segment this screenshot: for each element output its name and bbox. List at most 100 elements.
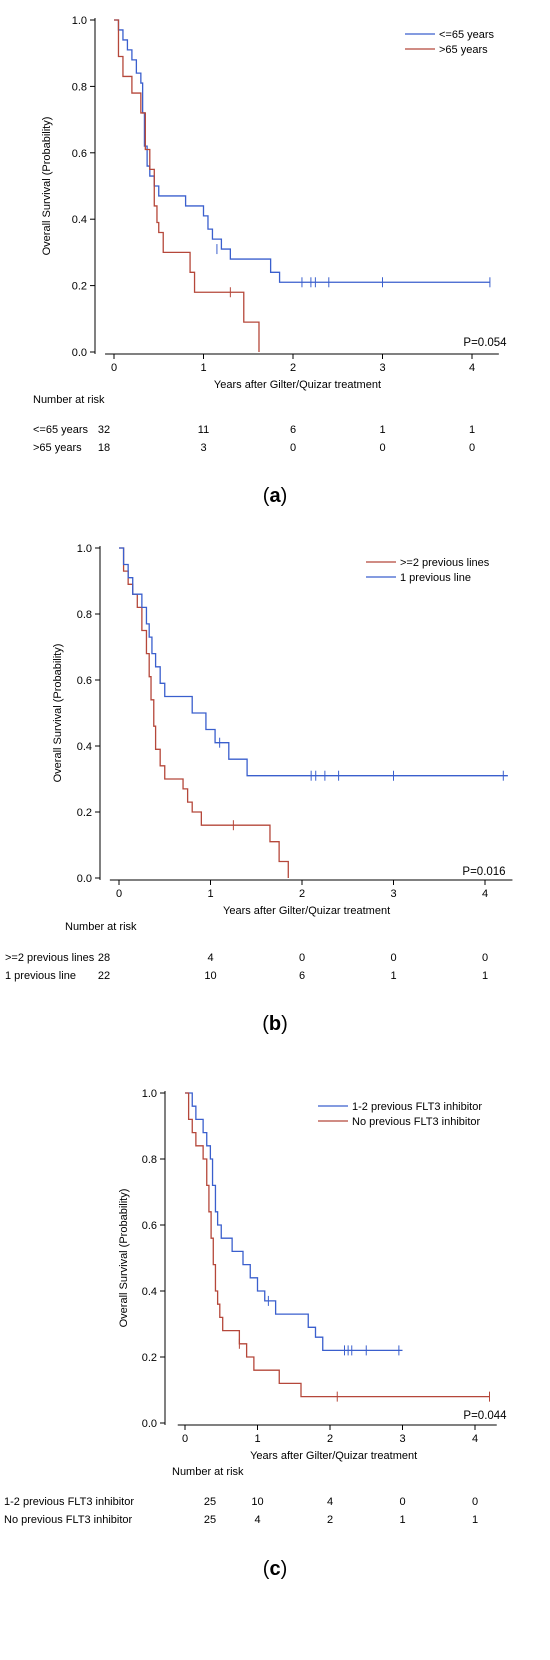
panel-label: (c) bbox=[263, 1558, 287, 1580]
series-1 bbox=[119, 547, 508, 781]
y-tick-label: 0.2 bbox=[72, 281, 87, 293]
risk-count: 2 bbox=[327, 1514, 333, 1526]
y-axis-label: Overall Survival (Probability) bbox=[41, 117, 53, 256]
legend-label: >=2 previous lines bbox=[400, 557, 490, 569]
panel-label: (b) bbox=[262, 1013, 288, 1035]
x-tick-label: 4 bbox=[469, 362, 475, 374]
y-tick-label: 0.4 bbox=[72, 214, 87, 226]
y-tick-label: 0.0 bbox=[142, 1418, 157, 1430]
y-tick-label: 0.6 bbox=[142, 1220, 157, 1232]
risk-count: 18 bbox=[98, 442, 110, 454]
legend-label: >65 years bbox=[439, 44, 488, 56]
y-tick-label: 0.6 bbox=[77, 675, 92, 687]
series-1 bbox=[185, 1092, 490, 1402]
risk-count: 32 bbox=[98, 424, 110, 436]
x-axis-label: Years after Gilter/Quizar treatment bbox=[250, 1450, 417, 1462]
risk-count: 4 bbox=[207, 952, 213, 964]
axes bbox=[99, 546, 513, 881]
y-tick-label: 1.0 bbox=[142, 1088, 157, 1100]
panel-letter: (b) bbox=[262, 1013, 288, 1035]
risk-count: 0 bbox=[472, 1496, 478, 1508]
survival-curve bbox=[185, 1092, 403, 1352]
risk-count: 4 bbox=[327, 1496, 333, 1508]
risk-table: Number at risk >=2 previous lines 28 4 0 0 0 1 … bbox=[5, 921, 488, 982]
risk-table: Number at risk<=65 years 32 11 6 1 1>65 years… bbox=[33, 394, 475, 454]
risk-row-label: 1-2 previous FLT3 inhibitor bbox=[4, 1496, 134, 1508]
y-tick-label: 0.4 bbox=[142, 1286, 157, 1298]
panel-letter: (a) bbox=[263, 485, 287, 507]
legend-label: No previous FLT3 inhibitor bbox=[352, 1116, 481, 1128]
risk-count: 1 bbox=[399, 1514, 405, 1526]
x-tick-label: 3 bbox=[379, 362, 385, 374]
x-tick-label: 0 bbox=[116, 888, 122, 900]
y-tick-label: 0.8 bbox=[72, 81, 87, 93]
y-axis-label: Overall Survival (Probability) bbox=[52, 644, 64, 783]
risk-table-title: Number at risk bbox=[172, 1466, 244, 1478]
legend-label: 1-2 previous FLT3 inhibitor bbox=[352, 1101, 482, 1113]
risk-table-title: Number at risk bbox=[65, 921, 137, 933]
series-1 bbox=[114, 19, 260, 352]
chart-panel-b: 0.0 0.2 0.4 0.6 0.8 1.0 0 1 2 3 4 Years after Gilte… bbox=[5, 543, 513, 1035]
survival-curve bbox=[114, 19, 490, 283]
legend-label: 1 previous line bbox=[400, 572, 471, 584]
p-value: P=0.054 bbox=[463, 337, 507, 349]
chart-panel-a: 0.0 0.2 0.4 0.6 0.8 1.0 0 1 2 3 4 Years after Gilte… bbox=[33, 15, 507, 507]
risk-count: 6 bbox=[299, 970, 305, 982]
legend: 1-2 previous FLT3 inhibitor No previous F… bbox=[318, 1101, 482, 1128]
series-0 bbox=[114, 19, 491, 288]
x-tick-label: 0 bbox=[182, 1433, 188, 1445]
survival-curve bbox=[185, 1092, 490, 1398]
risk-table: Number at risk 1-2 previous FLT3 inhibito… bbox=[4, 1466, 478, 1526]
risk-count: 28 bbox=[98, 952, 110, 964]
risk-count: 22 bbox=[98, 970, 110, 982]
y-tick-label: 0.8 bbox=[142, 1154, 157, 1166]
legend: <=65 years >65 years bbox=[405, 29, 495, 56]
p-value: P=0.044 bbox=[463, 1410, 507, 1422]
risk-table-title: Number at risk bbox=[33, 394, 105, 406]
panel-label: (a) bbox=[263, 485, 287, 507]
risk-count: 4 bbox=[254, 1514, 260, 1526]
y-tick-label: 0.0 bbox=[72, 347, 87, 359]
legend-label: <=65 years bbox=[439, 29, 495, 41]
x-tick-label: 3 bbox=[399, 1433, 405, 1445]
risk-count: 1 bbox=[469, 424, 475, 436]
x-tick-label: 4 bbox=[482, 888, 488, 900]
risk-count: 1 bbox=[482, 970, 488, 982]
risk-count: 1 bbox=[379, 424, 385, 436]
survival-curve bbox=[114, 19, 260, 352]
x-tick-label: 2 bbox=[327, 1433, 333, 1445]
x-tick-label: 2 bbox=[299, 888, 305, 900]
x-tick-label: 1 bbox=[207, 888, 213, 900]
axes bbox=[94, 18, 499, 355]
survival-curve bbox=[119, 547, 508, 777]
risk-count: 0 bbox=[379, 442, 385, 454]
series-0 bbox=[185, 1092, 403, 1356]
risk-count: 25 bbox=[204, 1496, 216, 1508]
risk-count: 10 bbox=[251, 1496, 263, 1508]
risk-count: 0 bbox=[482, 952, 488, 964]
x-tick-label: 2 bbox=[290, 362, 296, 374]
risk-count: 11 bbox=[198, 424, 209, 436]
risk-count: 1 bbox=[390, 970, 396, 982]
legend: >=2 previous lines 1 previous line bbox=[366, 557, 490, 584]
risk-count: 10 bbox=[204, 970, 216, 982]
risk-count: 0 bbox=[399, 1496, 405, 1508]
x-axis-label: Years after Gilter/Quizar treatment bbox=[223, 905, 390, 917]
chart-panel-c: 0.0 0.2 0.4 0.6 0.8 1.0 0 1 2 3 4 Years after Gilte… bbox=[4, 1088, 507, 1580]
y-tick-label: 0.4 bbox=[77, 741, 92, 753]
risk-row-label: 1 previous line bbox=[5, 970, 76, 982]
x-tick-label: 4 bbox=[472, 1433, 478, 1445]
risk-count: 3 bbox=[200, 442, 206, 454]
risk-count: 6 bbox=[290, 424, 296, 436]
risk-row-label: No previous FLT3 inhibitor bbox=[4, 1514, 133, 1526]
panel-letter: (c) bbox=[263, 1558, 287, 1580]
y-tick-label: 1.0 bbox=[72, 15, 87, 27]
risk-row-label: <=65 years bbox=[33, 424, 89, 436]
y-tick-label: 0.8 bbox=[77, 609, 92, 621]
risk-count: 0 bbox=[469, 442, 475, 454]
risk-row-label: >65 years bbox=[33, 442, 82, 454]
axes bbox=[164, 1091, 497, 1426]
y-tick-label: 0.2 bbox=[142, 1352, 157, 1364]
y-tick-label: 0.6 bbox=[72, 148, 87, 160]
